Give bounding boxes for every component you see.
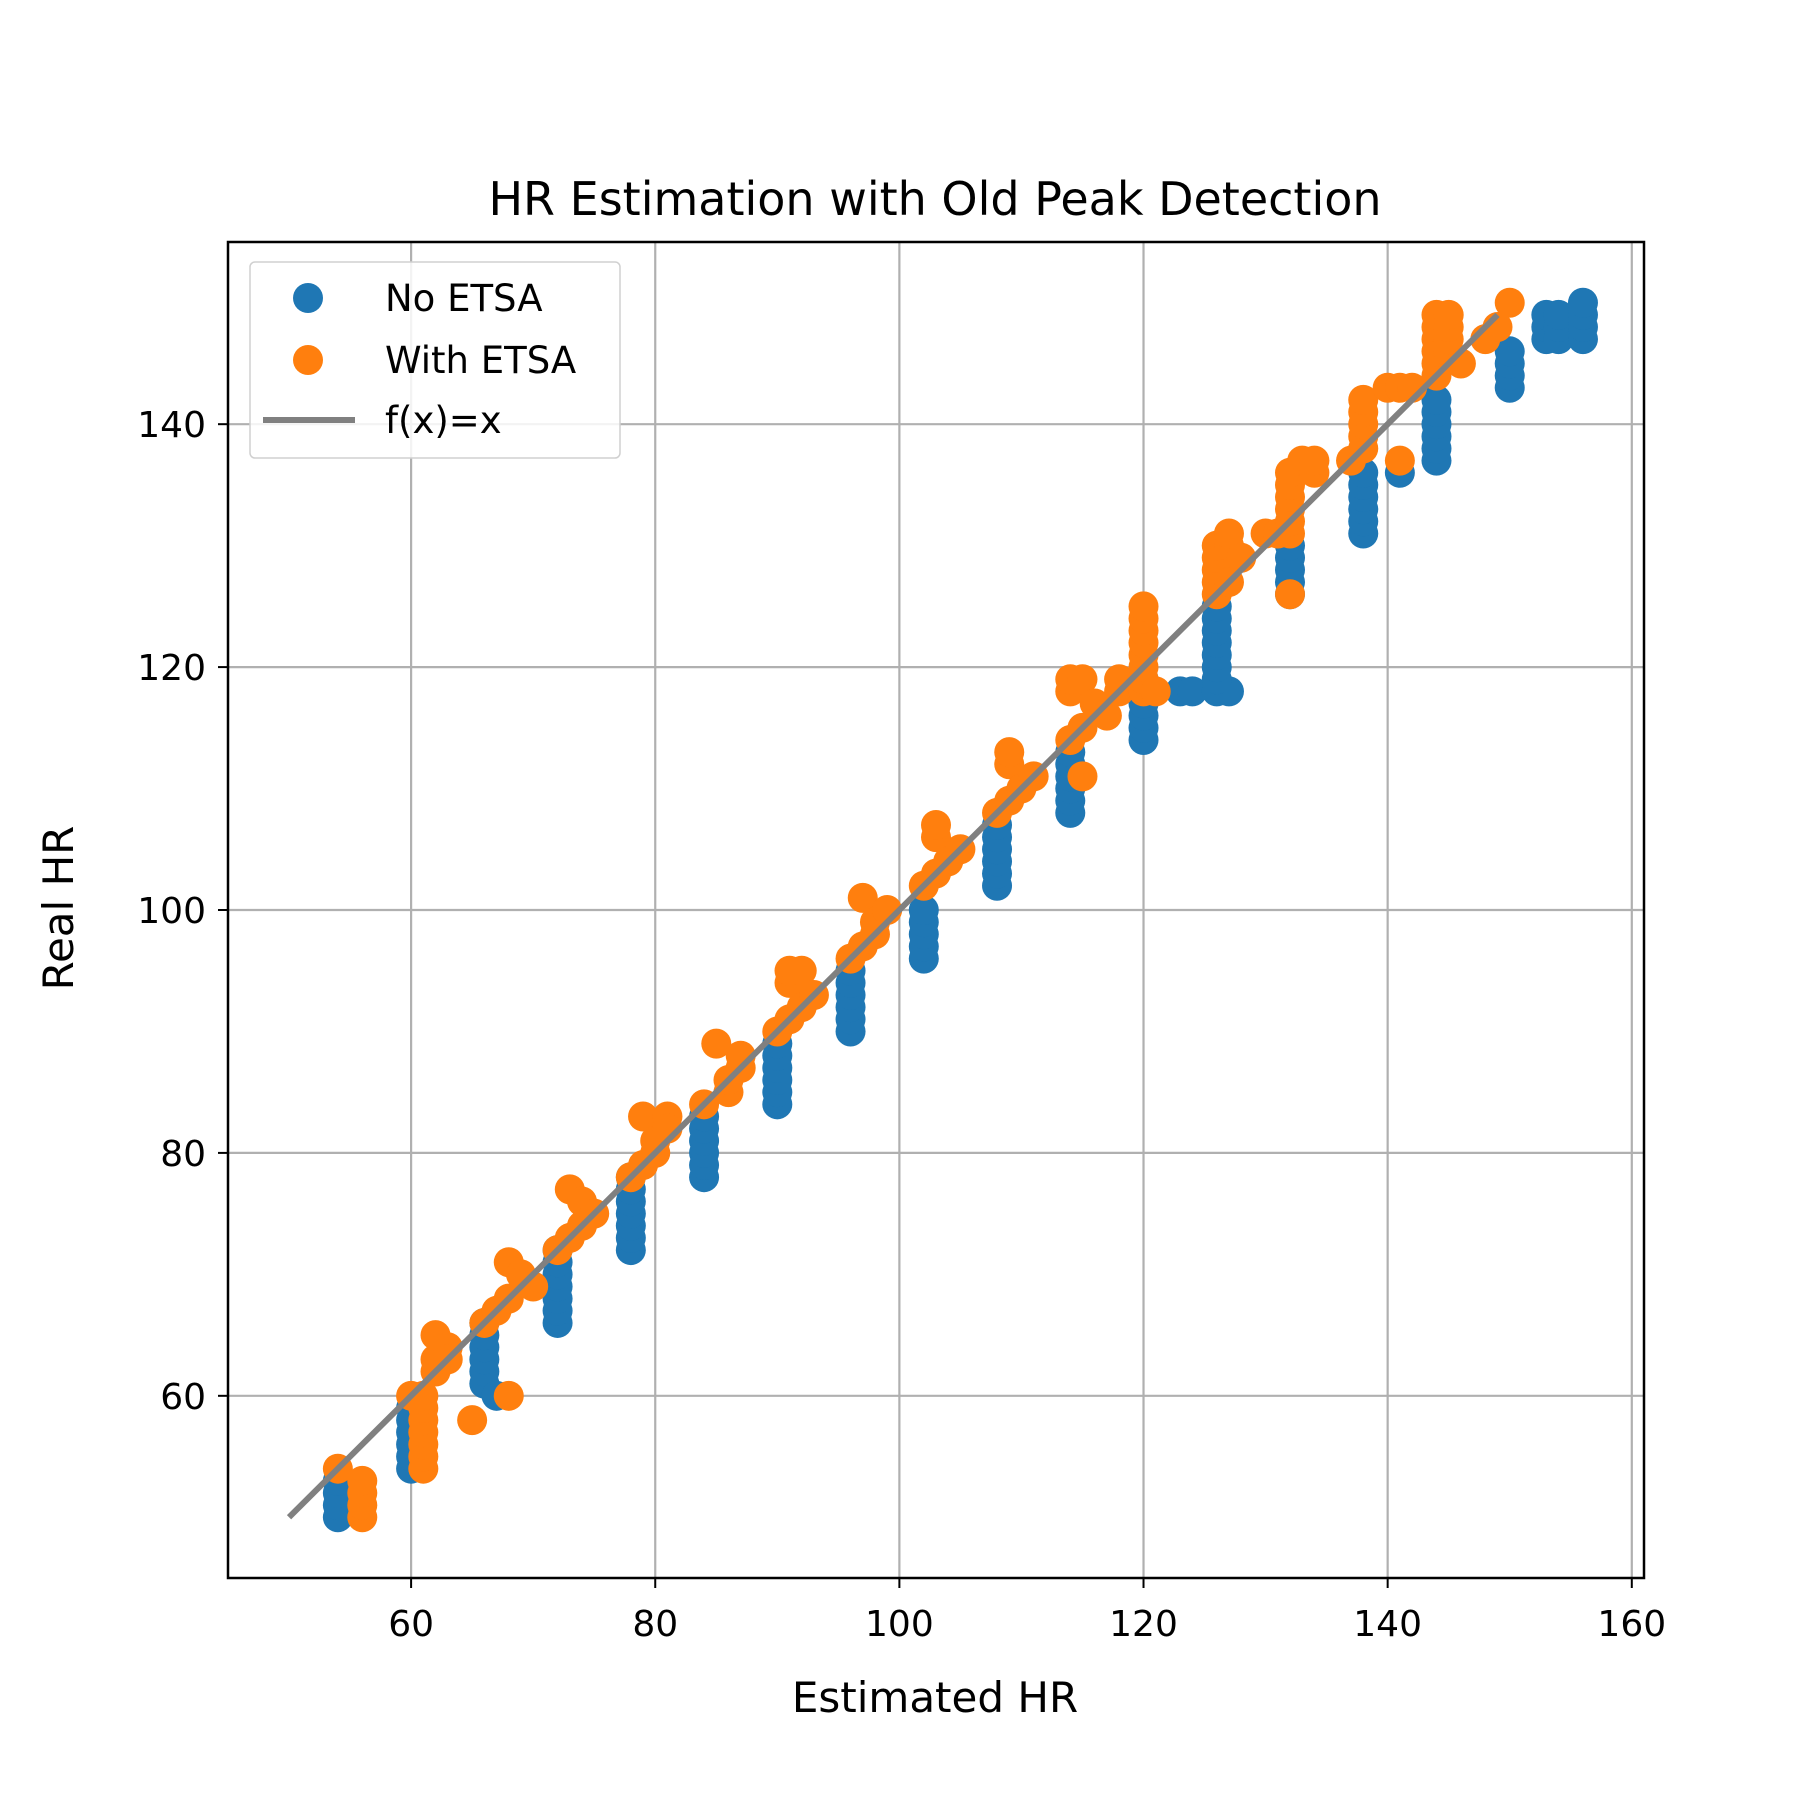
x-tick-label: 160 <box>1597 1604 1666 1645</box>
legend-frame <box>249 261 621 459</box>
x-tick-label: 120 <box>1109 1604 1178 1645</box>
y-tick-label: 60 <box>160 1377 206 1418</box>
data-point-with-etsa <box>1140 676 1171 707</box>
data-point-with-etsa <box>1213 518 1244 549</box>
data-point-with-etsa <box>1299 445 1330 476</box>
axes: 60 80 100 120 140 160 60 80 100 120 140 <box>137 240 1666 1645</box>
y-axis-title: Real HR <box>34 826 83 991</box>
data-point-no-etsa <box>1543 299 1574 330</box>
legend-marker-with-etsa <box>293 345 323 375</box>
y-tick-label: 80 <box>160 1134 206 1175</box>
data-point-with-etsa <box>1067 664 1098 695</box>
data-point-no-etsa <box>1177 676 1208 707</box>
data-point-with-etsa <box>628 1101 659 1132</box>
x-tick-label: 60 <box>388 1604 434 1645</box>
data-point-with-etsa <box>1067 761 1098 792</box>
legend-label-with-etsa: With ETSA <box>385 339 576 382</box>
data-point-with-etsa <box>1275 579 1305 610</box>
data-point-with-etsa <box>347 1465 378 1496</box>
data-point-with-etsa <box>1494 287 1525 318</box>
chart-title: HR Estimation with Old Peak Detection <box>488 172 1381 226</box>
legend-label-identity: f(x)=x <box>385 399 502 442</box>
legend-marker-no-etsa <box>293 283 323 313</box>
data-point-with-etsa <box>1384 445 1415 476</box>
data-point-no-etsa <box>1421 384 1452 415</box>
legend: No ETSA With ETSA f(x)=x <box>249 261 621 459</box>
data-point-with-etsa <box>847 882 878 913</box>
data-point-with-etsa <box>1128 591 1159 622</box>
x-tick-label: 80 <box>632 1604 678 1645</box>
data-point-with-etsa <box>701 1028 732 1059</box>
legend-label-no-etsa: No ETSA <box>385 277 543 320</box>
y-tick-label: 140 <box>137 405 206 446</box>
data-point-no-etsa <box>1494 336 1525 367</box>
y-tick-label: 120 <box>137 648 206 689</box>
identity-line <box>286 312 1500 1520</box>
data-point-no-etsa <box>1567 287 1598 318</box>
x-axis-title: Estimated HR <box>792 1673 1078 1722</box>
data-point-with-etsa <box>1348 384 1379 415</box>
data-point-with-etsa <box>493 1380 524 1411</box>
data-point-with-etsa <box>994 737 1025 768</box>
data-point-with-etsa <box>921 809 951 840</box>
data-point-with-etsa <box>786 955 817 986</box>
data-point-with-etsa <box>457 1405 488 1436</box>
data-point-no-etsa <box>908 895 939 925</box>
data-point-with-etsa <box>1433 299 1464 330</box>
y-tick-label: 100 <box>137 891 206 932</box>
x-tick-label: 100 <box>865 1604 934 1645</box>
data-series <box>286 287 1598 1533</box>
x-tick-label: 140 <box>1353 1604 1422 1645</box>
